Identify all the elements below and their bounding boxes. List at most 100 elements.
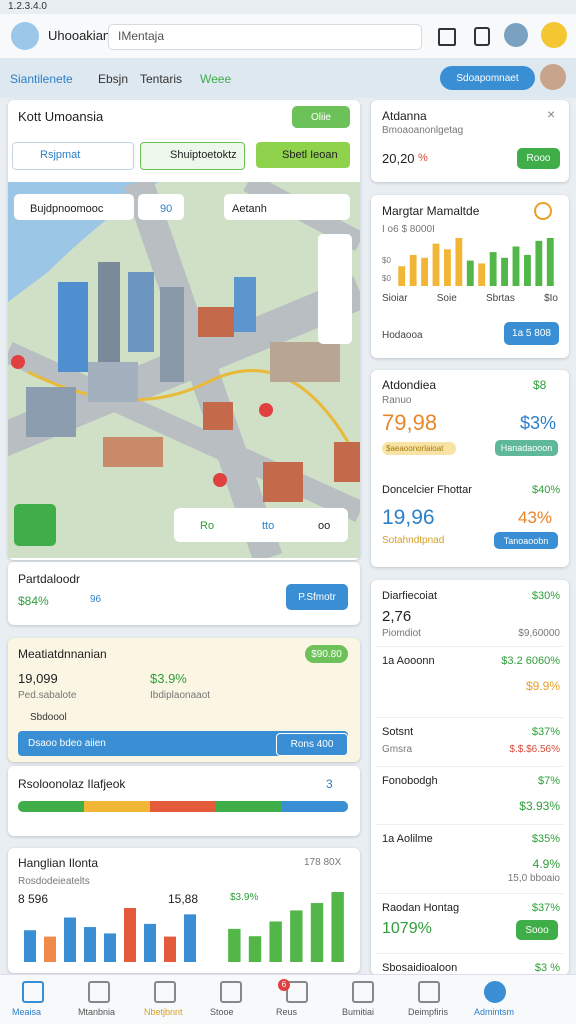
bar — [546, 238, 554, 286]
filter[interactable] — [12, 142, 134, 170]
nav-label: Admintsm — [474, 1007, 515, 1017]
nav-icon[interactable] — [418, 981, 440, 1003]
map-shape — [259, 403, 273, 417]
card-subtitle: Bmoaoanonlgetag — [382, 125, 464, 136]
nav-icon[interactable] — [484, 981, 506, 1003]
avatar[interactable] — [540, 64, 566, 90]
bar — [512, 246, 520, 286]
badge: $8 — [533, 378, 547, 392]
row-change: $9.9% — [525, 679, 560, 693]
tab[interactable]: Tentaris — [140, 72, 183, 86]
nav-label: Reus — [276, 1007, 298, 1017]
bar — [489, 252, 497, 286]
map-shape — [11, 355, 25, 369]
status-text: Sbdoool — [30, 712, 67, 723]
map-shape — [58, 282, 88, 372]
app-name: Uhooakian — [48, 28, 111, 43]
segment — [150, 801, 216, 812]
tab-button[interactable]: Sdoapomnaet — [440, 66, 535, 90]
bar — [455, 238, 463, 286]
button[interactable]: Sooo — [516, 920, 558, 940]
bar — [466, 260, 474, 286]
divider — [376, 717, 564, 718]
filter-label: Sbetl Ieoan — [282, 149, 338, 161]
button[interactable]: Tanoaoobn — [494, 532, 558, 549]
bar — [124, 908, 136, 962]
map-shape — [26, 387, 76, 437]
tab[interactable]: Siantilenete — [10, 72, 73, 86]
row-change: $3.93% — [519, 799, 560, 813]
map-control[interactable]: tto — [262, 520, 275, 532]
nav-icon[interactable] — [286, 981, 308, 1003]
segmented-bar — [18, 801, 348, 812]
button[interactable]: Rooo — [517, 148, 560, 169]
row-change: $7% — [537, 775, 560, 787]
button[interactable]: P.Sfmotr — [286, 584, 348, 610]
nav-icon[interactable] — [352, 981, 374, 1003]
search-text: IMentaja — [118, 29, 165, 43]
logo[interactable] — [11, 22, 39, 50]
icon[interactable] — [534, 202, 552, 220]
map-shape — [203, 402, 233, 430]
change: $3% — [520, 413, 557, 433]
nav-icon[interactable] — [220, 981, 242, 1003]
summary-value: $84% — [18, 594, 49, 608]
bar — [44, 936, 56, 962]
map[interactable] — [8, 182, 360, 558]
icon[interactable] — [474, 27, 490, 46]
row-change: $3.2 6060% — [501, 655, 560, 667]
divider — [376, 824, 564, 825]
nav-icon[interactable] — [22, 981, 44, 1003]
filter[interactable] — [256, 142, 350, 168]
row-sub: $.$.$6.56% — [509, 744, 560, 755]
map-shape — [224, 194, 350, 220]
avatar[interactable] — [504, 23, 528, 47]
button[interactable]: Rons 400 — [276, 733, 348, 756]
tab[interactable]: Weee — [200, 72, 232, 86]
button[interactable]: Hanadaooon — [495, 440, 558, 456]
button[interactable]: 1a 5 808 — [504, 322, 559, 345]
map-shape — [128, 272, 154, 352]
filter-label: Shuiptoetoktz — [170, 149, 237, 161]
progress-button[interactable] — [18, 731, 348, 756]
bar-chart — [24, 908, 196, 962]
info-change: $3.9% — [150, 671, 187, 686]
map-chip[interactable]: Bujdpnoomooc — [30, 203, 104, 215]
card-title: Rsoloonolaz Ilafjeok — [18, 777, 126, 791]
value: 79,98 — [382, 410, 438, 435]
row-sub: Gmsra — [382, 744, 412, 755]
map-chip[interactable]: 90 — [160, 203, 173, 215]
row-label: Fonobodgh — [382, 775, 438, 787]
search-box[interactable] — [108, 24, 422, 50]
card-subtitle: Rosdodeieatelts — [18, 876, 90, 887]
map-control[interactable]: Ro — [200, 520, 215, 532]
row-value: 1079% — [382, 920, 432, 937]
map-shape — [263, 462, 303, 502]
filter[interactable] — [140, 142, 245, 170]
close-icon[interactable]: × — [547, 106, 556, 122]
count: 3 — [326, 777, 333, 791]
map-shape — [213, 473, 227, 487]
card-title: Margtar Mamaltde — [382, 204, 480, 218]
bottom-nav: Meaisa Mtanbnia Nbetjbnnt Stooe Reus Bumitiai… — [0, 974, 576, 1024]
row-change: $37% — [531, 902, 560, 914]
segment — [282, 801, 348, 812]
divider — [376, 646, 564, 647]
nav-icon[interactable] — [88, 981, 110, 1003]
segment — [216, 801, 282, 812]
map-chip[interactable]: Aetanh — [232, 203, 267, 215]
icon[interactable] — [438, 28, 456, 46]
bar — [409, 254, 417, 286]
tab[interactable]: Ebsjn — [98, 72, 129, 86]
card-title: Partdaloodr — [18, 572, 81, 586]
nav-icon[interactable] — [154, 981, 176, 1003]
bar — [64, 917, 76, 962]
toggle[interactable]: Oliie — [292, 106, 350, 128]
badge: $90.80 — [305, 645, 348, 663]
map-control[interactable]: oo — [318, 520, 331, 532]
row-label: Sotsnt — [382, 726, 414, 738]
change: 43% — [518, 508, 553, 527]
profile[interactable] — [541, 22, 567, 48]
card-subtitle: I o6 $ 8000I — [382, 224, 435, 235]
